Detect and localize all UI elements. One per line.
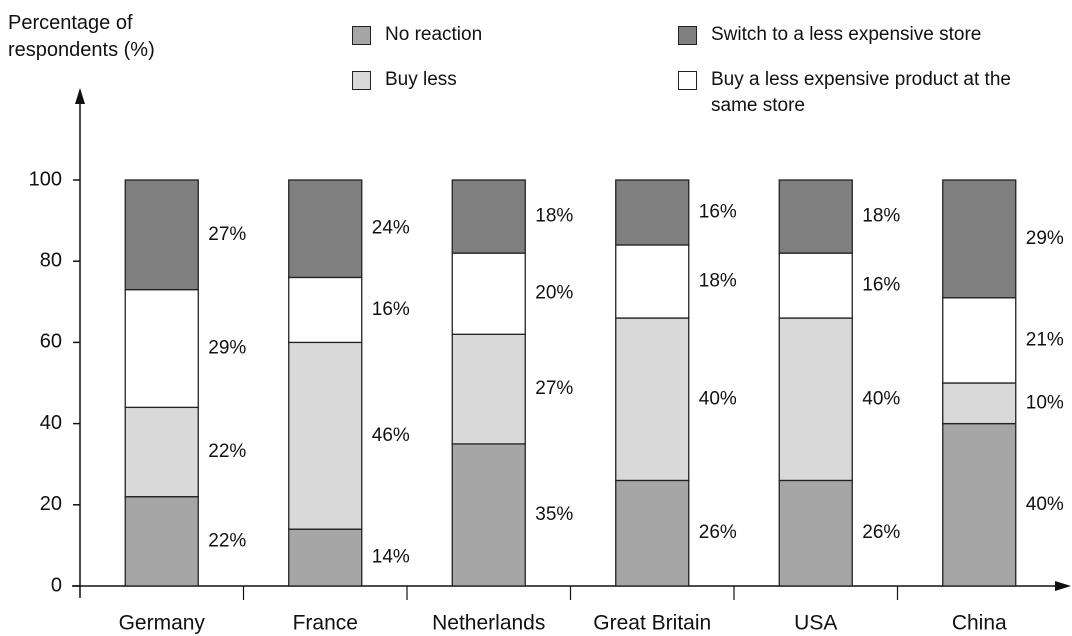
legend-item: Switch to a less expensive store <box>678 22 1058 48</box>
value-label: 10% <box>1026 392 1064 413</box>
legend-item: Buy a less expensive product at the same… <box>678 67 1058 119</box>
y-tick-label: 60 <box>40 331 62 353</box>
bar-segment <box>615 479 690 587</box>
legend-label: No reaction <box>385 24 483 45</box>
value-label: 40% <box>862 388 900 409</box>
bar-segment <box>124 179 199 291</box>
bar-segment <box>942 422 1017 587</box>
bar-segment <box>288 528 363 587</box>
value-label: 40% <box>699 388 737 409</box>
x-tick-label: China <box>952 612 1007 635</box>
legend-item: Buy less <box>352 67 732 93</box>
bar-segment <box>124 406 199 498</box>
bar-segment <box>451 252 526 335</box>
value-label: 26% <box>862 522 900 543</box>
x-tick-label: Germany <box>119 612 206 635</box>
value-label: 22% <box>208 530 246 551</box>
y-axis-label: Percentage of respondents (%) <box>8 12 155 61</box>
value-label: 46% <box>372 425 410 446</box>
bar-segment <box>942 179 1017 299</box>
value-label: 20% <box>535 283 573 304</box>
value-label: 14% <box>372 547 410 568</box>
value-label: 26% <box>699 522 737 543</box>
x-tick-label: Great Britain <box>593 612 711 635</box>
value-label: 27% <box>208 224 246 245</box>
legend-swatch <box>678 26 697 45</box>
y-tick-label: 20 <box>40 493 62 515</box>
bar-segment <box>942 297 1017 384</box>
x-tick-label: France <box>293 612 358 635</box>
bar-segment <box>615 317 690 482</box>
bar-segment <box>942 382 1017 425</box>
bar-segment <box>778 179 853 254</box>
value-label: 24% <box>372 218 410 239</box>
value-label: 16% <box>699 201 737 222</box>
bar-segment <box>124 496 199 587</box>
bar-segment <box>615 179 690 246</box>
y-tick-label: 40 <box>40 412 62 434</box>
value-label: 21% <box>1026 329 1064 350</box>
bar-segment <box>451 333 526 445</box>
value-label: 29% <box>208 338 246 359</box>
x-tick-label: Netherlands <box>432 612 545 635</box>
legend-label: Buy less <box>385 69 457 90</box>
bar-segment <box>451 179 526 254</box>
bar-segment <box>451 443 526 587</box>
y-tick-label: 100 <box>29 168 62 190</box>
y-tick-label: 0 <box>51 574 62 596</box>
x-axis-arrow <box>1055 581 1071 591</box>
bar-segment <box>778 479 853 587</box>
bar-segment <box>288 341 363 530</box>
bar-segment <box>778 317 853 482</box>
bar-segment <box>124 288 199 409</box>
bar-segment <box>288 276 363 344</box>
x-tick-label: USA <box>794 612 837 635</box>
y-axis-arrow <box>75 88 85 104</box>
legend-swatch <box>352 71 371 90</box>
value-label: 16% <box>862 275 900 296</box>
value-label: 29% <box>1026 228 1064 249</box>
legend-label: Switch to a less expensive store <box>711 24 982 45</box>
value-label: 18% <box>862 206 900 227</box>
legend-swatch <box>352 26 371 45</box>
bar-segment <box>288 179 363 279</box>
legend-label: Buy a less expensive product at the same… <box>711 69 1011 116</box>
bar-segment <box>615 244 690 319</box>
legend-item: No reaction <box>352 22 732 48</box>
value-label: 40% <box>1026 494 1064 515</box>
legend-swatch <box>678 71 697 90</box>
y-tick-label: 80 <box>40 249 62 271</box>
value-label: 35% <box>535 504 573 525</box>
value-label: 18% <box>699 271 737 292</box>
value-label: 18% <box>535 206 573 227</box>
value-label: 16% <box>372 299 410 320</box>
bar-segment <box>778 252 853 319</box>
value-label: 22% <box>208 441 246 462</box>
value-label: 27% <box>535 378 573 399</box>
